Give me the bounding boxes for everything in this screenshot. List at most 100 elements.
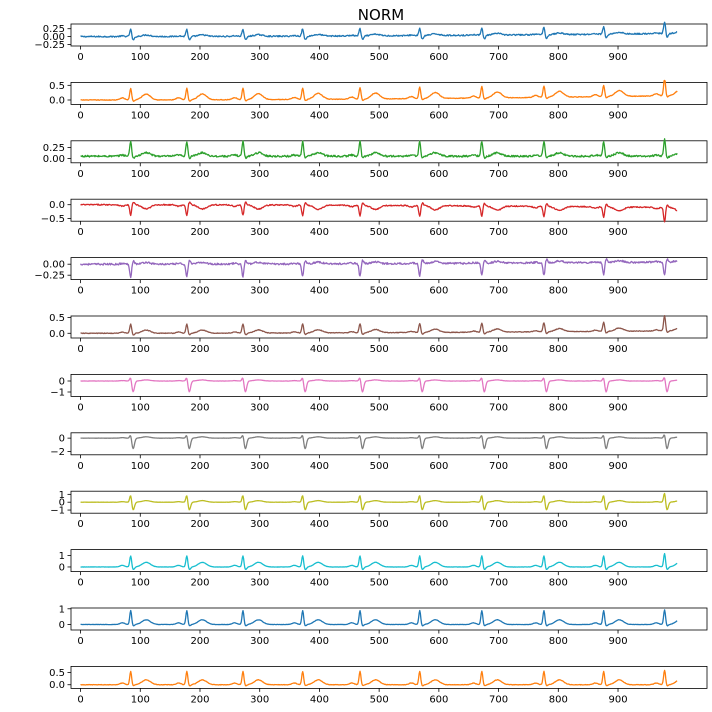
- ecg-trace-lead-10: [80, 552, 678, 571]
- x-tick-label: 500: [370, 286, 389, 297]
- x-tick-label: 200: [190, 52, 209, 63]
- x-tick-label: 700: [489, 227, 508, 238]
- x-tick-label: 600: [429, 169, 448, 180]
- x-tick-label: 700: [489, 286, 508, 297]
- y-tick-label: 1: [59, 490, 65, 501]
- ecg-trace-lead-5: [79, 258, 678, 279]
- ecg-trace-lead-3: [80, 138, 678, 160]
- x-tick-label: 800: [549, 694, 568, 705]
- x-tick-label: 0: [77, 636, 83, 647]
- y-tick-label: 0: [59, 377, 65, 388]
- x-tick-label: 600: [429, 227, 448, 238]
- x-tick-label: 0: [77, 227, 83, 238]
- y-tick-label: 0.00: [43, 32, 65, 43]
- ecg-trace-lead-4: [80, 201, 678, 223]
- x-tick-label: 300: [250, 227, 269, 238]
- x-tick-label: 0: [77, 169, 83, 180]
- x-tick-label: 600: [429, 519, 448, 530]
- x-tick-label: 900: [608, 344, 627, 355]
- y-tick-label: 0: [59, 562, 65, 573]
- x-tick-label: 700: [489, 110, 508, 121]
- panel-frame: [70, 607, 708, 631]
- x-tick-label: 0: [77, 402, 83, 413]
- x-tick-label: 300: [250, 110, 269, 121]
- panel-lead-11: 0 1 0 100 200 300 400 500 600 700 800 900: [59, 604, 708, 647]
- x-tick-label: 900: [608, 694, 627, 705]
- panel-frame: [70, 432, 708, 456]
- panel-frame: [70, 315, 708, 339]
- y-tick-label: 0.0: [49, 200, 65, 211]
- x-tick-label: 300: [250, 636, 269, 647]
- x-tick-label: 700: [489, 52, 508, 63]
- x-tick-label: 500: [370, 52, 389, 63]
- y-tick-label: −1: [50, 388, 65, 399]
- x-tick-label: 900: [608, 461, 627, 472]
- x-tick-label: 100: [131, 578, 150, 589]
- panel-frame: [70, 373, 708, 397]
- x-tick-label: 300: [250, 694, 269, 705]
- chart-title: NORM: [358, 6, 404, 24]
- panel-lead-7: −100 100 200 300 400 500 600 700 800 900: [50, 373, 708, 413]
- x-tick-label: 100: [131, 286, 150, 297]
- ecg-trace-lead-8: [80, 434, 678, 450]
- y-tick-label: 0.5: [49, 81, 65, 92]
- panel-lead-2: 0.0 0.5 0 100 200 300 400 500 600 700 800 900: [49, 79, 708, 121]
- x-tick-label: 900: [608, 227, 627, 238]
- y-tick-label: 0.0: [49, 329, 65, 340]
- panels: −0.250.000.250 100 200 300 400 500 600 700 800 90…: [34, 21, 708, 705]
- y-tick-label: 0.5: [49, 313, 65, 324]
- y-tick-label: 0: [59, 620, 65, 631]
- x-tick-label: 100: [131, 110, 150, 121]
- x-tick-label: 600: [429, 286, 448, 297]
- panel-lead-3: 0.000.25 0 100 200 300 400 500 600 700 800 900: [43, 138, 708, 180]
- x-tick-label: 100: [131, 227, 150, 238]
- x-tick-label: 400: [310, 636, 329, 647]
- ecg-trace-lead-12: [80, 669, 678, 687]
- y-tick-label: −0.5: [41, 214, 65, 225]
- y-tick-label: 0.25: [43, 143, 65, 154]
- y-tick-label: 0: [59, 434, 65, 445]
- x-tick-label: 800: [549, 344, 568, 355]
- x-tick-label: 500: [370, 110, 389, 121]
- panel-lead-12: 0.00.5 0 100 200 300 400 500 600 700 800 900: [49, 666, 708, 705]
- x-tick-label: 300: [250, 461, 269, 472]
- x-tick-label: 400: [310, 169, 329, 180]
- ecg-trace-lead-1: [80, 21, 678, 41]
- x-tick-label: 400: [310, 461, 329, 472]
- x-tick-label: 800: [549, 169, 568, 180]
- x-tick-label: 200: [190, 110, 209, 121]
- x-tick-label: 800: [549, 461, 568, 472]
- x-tick-label: 100: [131, 169, 150, 180]
- x-tick-label: 200: [190, 227, 209, 238]
- x-tick-label: 400: [310, 286, 329, 297]
- x-tick-label: 900: [608, 636, 627, 647]
- panel-frame: [70, 23, 708, 47]
- x-tick-label: 400: [310, 578, 329, 589]
- x-tick-label: 800: [549, 519, 568, 530]
- x-tick-label: 0: [77, 52, 83, 63]
- x-tick-label: 600: [429, 578, 448, 589]
- x-tick-label: 700: [489, 636, 508, 647]
- y-tick-label: 0.00: [43, 154, 65, 165]
- x-tick-label: 500: [370, 636, 389, 647]
- panel-lead-8: −2 0 0 100 200 300 400 500 600 700 800 900: [50, 432, 708, 472]
- panel-lead-6: 0.0 0.5 0 100 200 300 400 500 600 700 800 900: [49, 313, 708, 355]
- x-tick-label: 400: [310, 344, 329, 355]
- x-tick-label: 300: [250, 578, 269, 589]
- x-tick-label: 600: [429, 344, 448, 355]
- x-tick-label: 700: [489, 461, 508, 472]
- panel-frame: [70, 198, 708, 222]
- x-tick-label: 500: [370, 694, 389, 705]
- x-tick-label: 0: [77, 461, 83, 472]
- x-tick-label: 900: [608, 110, 627, 121]
- x-tick-label: 100: [131, 461, 150, 472]
- x-tick-label: 0: [77, 694, 83, 705]
- x-tick-label: 800: [549, 227, 568, 238]
- x-tick-label: 400: [310, 52, 329, 63]
- panel-frame: [70, 549, 708, 572]
- x-tick-label: 900: [608, 52, 627, 63]
- x-tick-label: 300: [250, 52, 269, 63]
- y-tick-label: −1: [50, 506, 65, 517]
